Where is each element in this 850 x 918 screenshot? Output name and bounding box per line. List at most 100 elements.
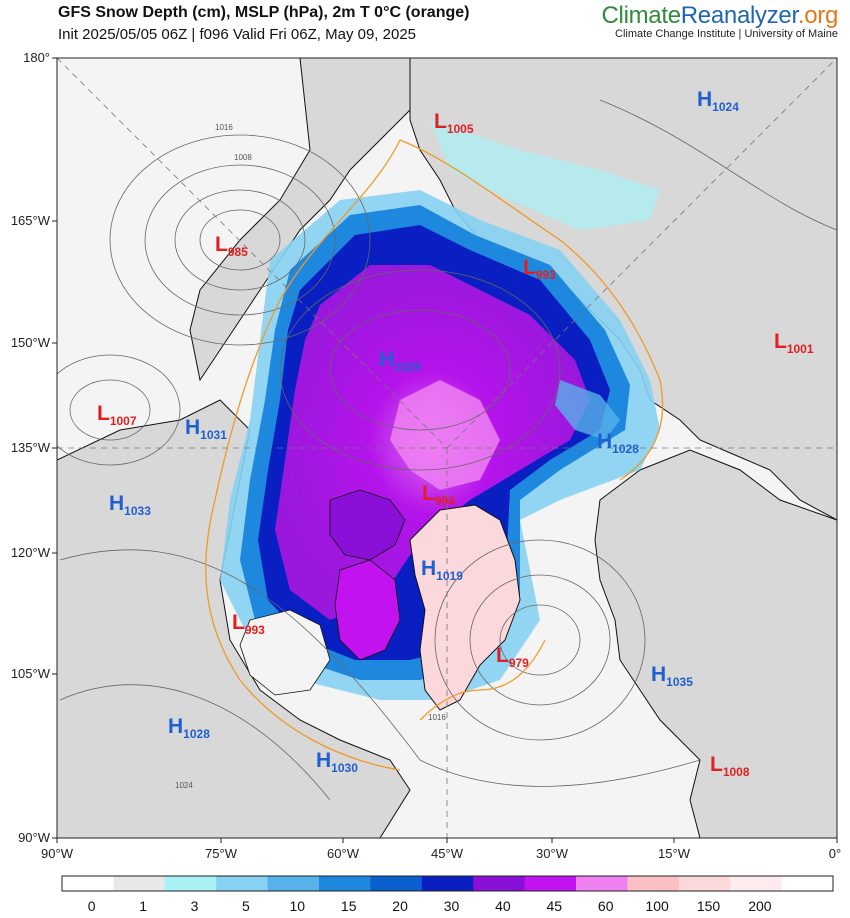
colorbar-swatch: [370, 876, 423, 891]
map-subtitle: Init 2025/05/05 06Z | f096 Valid Fri 06Z…: [58, 26, 417, 43]
land-north-america: [57, 399, 411, 838]
svg-text:L993: L993: [523, 256, 556, 282]
high-pressure-marker: H1030: [316, 749, 358, 775]
isobar-label: 1008: [234, 153, 252, 162]
isobar-labels: 1016 1008 1016 1024: [175, 123, 446, 790]
svg-text:L1007: L1007: [97, 402, 137, 428]
colorbar-label: 1: [139, 898, 147, 914]
lat-label: 120°W: [11, 545, 51, 560]
colorbar-swatch: [62, 876, 114, 891]
colorbar-swatch: [781, 876, 834, 891]
colorbar-swatch: [627, 876, 680, 891]
low-pressure-marker: L1008: [710, 753, 750, 779]
low-pressure-marker: L1007: [97, 402, 137, 428]
lon-label: 60°W: [327, 846, 360, 861]
colorbar-label: 15: [341, 898, 357, 914]
low-pressure-marker: L993: [523, 256, 556, 282]
colorbar-label: 40: [495, 898, 511, 914]
svg-text:H1029: H1029: [379, 348, 421, 374]
graticule: [57, 58, 837, 838]
svg-text:H1033: H1033: [109, 492, 151, 518]
colorbar-swatch: [319, 876, 371, 891]
colorbar-swatch: [730, 876, 783, 891]
lon-label: 0°: [829, 846, 841, 861]
pressure-systems: L1005 H1024 L985 L993 H1029 L1001 L1007 …: [97, 88, 814, 779]
isobar-label: 1016: [215, 123, 233, 132]
svg-text:H1028: H1028: [597, 430, 639, 456]
svg-text:L1001: L1001: [774, 330, 814, 356]
brand-subtitle: Climate Change Institute | University of…: [615, 28, 838, 40]
bottom-axis: 90°W 75°W 60°W 45°W 30°W 15°W 0°: [41, 838, 841, 861]
svg-text:L1008: L1008: [710, 753, 750, 779]
colorbar-label: 30: [444, 898, 460, 914]
high-pressure-marker: H1035: [651, 663, 693, 689]
svg-text:L994: L994: [422, 482, 455, 508]
colorbar-label: 200: [748, 898, 772, 914]
colorbar-swatch: [678, 876, 731, 891]
low-pressure-marker: L1005: [434, 110, 474, 136]
high-pressure-marker: H1028: [597, 430, 639, 456]
colorbar: 0 1 3 5 10 15 20 30 40 45 60 100 150 200: [61, 875, 834, 914]
colorbar-swatch: [576, 876, 628, 891]
land-alaska: [189, 58, 411, 382]
high-pressure-marker: H1024: [697, 88, 739, 114]
lon-label: 90°W: [41, 846, 74, 861]
colorbar-swatch: [473, 876, 526, 891]
colorbar-label: 100: [645, 898, 669, 914]
land-greenland: [409, 504, 521, 711]
lon-label: 45°W: [431, 846, 464, 861]
land-europe: [594, 449, 837, 838]
zero-degree-line: [205, 139, 664, 771]
high-pressure-marker: H1029: [379, 348, 421, 374]
svg-text:L985: L985: [215, 233, 248, 259]
low-pressure-marker: L979: [496, 644, 529, 670]
colorbar-label: 5: [242, 898, 250, 914]
brand-name: ClimateReanalyzer.org: [601, 2, 839, 29]
lon-label: 15°W: [658, 846, 691, 861]
svg-text:L1005: L1005: [434, 110, 474, 136]
colorbar-swatch: [216, 876, 269, 891]
svg-text:H1019: H1019: [421, 557, 463, 583]
isobar-label: 1024: [175, 781, 193, 790]
left-axis: 180° 165°W 150°W 135°W 120°W 105°W 90°W: [11, 50, 57, 845]
colorbar-swatch: [113, 876, 166, 891]
land-arctic-islands: [329, 489, 406, 561]
colorbar-swatch: [421, 876, 474, 891]
colorbar-label: 0: [88, 898, 96, 914]
high-pressure-marker: H1019: [421, 557, 463, 583]
svg-text:H1030: H1030: [316, 749, 358, 775]
snow-scandinavia: [555, 380, 620, 440]
svg-text:L979: L979: [496, 644, 529, 670]
low-pressure-marker: L985: [215, 233, 248, 259]
high-pressure-marker: H1028: [168, 715, 210, 741]
low-pressure-marker: L993: [232, 611, 265, 637]
low-pressure-marker: L994: [422, 482, 455, 508]
svg-text:H1024: H1024: [697, 88, 739, 114]
isobar-label: 1016: [428, 713, 446, 722]
lat-label: 105°W: [11, 666, 51, 681]
svg-text:H1031: H1031: [185, 416, 227, 442]
colorbar-border: [61, 875, 834, 892]
low-pressure-marker: L1001: [774, 330, 814, 356]
colorbar-label: 60: [598, 898, 614, 914]
svg-text:L993: L993: [232, 611, 265, 637]
isobars: [57, 99, 837, 801]
lon-label: 30°W: [536, 846, 569, 861]
high-pressure-marker: H1031: [185, 416, 227, 442]
colorbar-label: 45: [547, 898, 563, 914]
brand-logo: ClimateReanalyzer.org Climate Change Ins…: [602, 2, 839, 40]
colorbar-swatch: [267, 876, 320, 891]
lat-label: 180°: [23, 50, 50, 65]
svg-text:H1028: H1028: [168, 715, 210, 741]
colorbar-label: 20: [392, 898, 408, 914]
lat-label: 150°W: [11, 335, 51, 350]
colorbar-label: 10: [290, 898, 306, 914]
colorbar-label: 150: [697, 898, 721, 914]
lat-label: 165°W: [11, 213, 51, 228]
colorbar-swatch: [524, 876, 577, 891]
colorbar-swatch: [164, 876, 217, 891]
high-pressure-marker: H1033: [109, 492, 151, 518]
snow-eurasia-light: [430, 120, 660, 230]
svg-text:H1035: H1035: [651, 663, 693, 689]
